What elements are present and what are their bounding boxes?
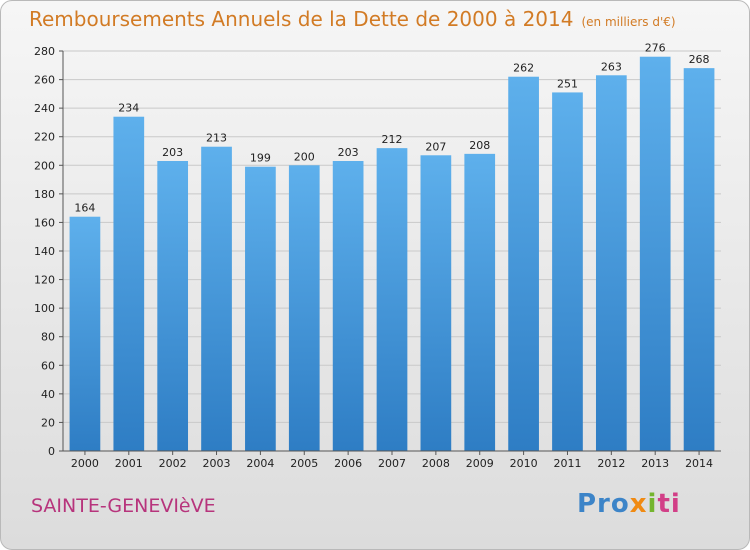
y-tick-label: 40 [41, 388, 55, 401]
y-tick-label: 200 [34, 159, 55, 172]
bar-2012 [595, 75, 627, 452]
y-tick-label: 120 [34, 274, 55, 287]
y-tick-label: 60 [41, 359, 55, 372]
x-tick-label-2013: 2013 [641, 457, 669, 470]
x-tick-label-2000: 2000 [71, 457, 99, 470]
data-label-2011: 251 [557, 77, 578, 90]
x-tick-label-2004: 2004 [246, 457, 274, 470]
x-tick-label-2001: 2001 [115, 457, 143, 470]
bar-2010 [508, 76, 539, 451]
data-label-2014: 268 [689, 53, 710, 66]
x-tick-label-2003: 2003 [203, 457, 231, 470]
data-label-2007: 212 [382, 133, 403, 146]
x-tick-label-2008: 2008 [422, 457, 450, 470]
bar-2005 [288, 165, 320, 452]
chart-title-text: Remboursements Annuels de la Dette de 20… [29, 7, 574, 31]
y-tick-label: 100 [34, 302, 55, 315]
y-tick-label: 220 [34, 131, 55, 144]
logo-part-1: Pro [577, 489, 630, 519]
data-label-2013: 276 [645, 42, 666, 55]
y-tick-label: 80 [41, 331, 55, 344]
bar-2013 [639, 56, 671, 451]
bar-2001 [113, 116, 145, 451]
bar-2009 [464, 153, 496, 451]
data-label-2009: 208 [469, 139, 490, 152]
data-label-2005: 200 [294, 150, 315, 163]
unit-note: (en milliers d'€) [581, 15, 676, 29]
bar-2011 [552, 92, 583, 451]
logo-part-2: x [629, 489, 648, 519]
data-label-2010: 262 [513, 62, 534, 75]
data-label-2006: 203 [338, 146, 359, 159]
y-tick-label: 180 [34, 188, 55, 201]
x-tick-label-2010: 2010 [510, 457, 538, 470]
y-tick-label: 140 [34, 245, 55, 258]
x-tick-label-2009: 2009 [466, 457, 494, 470]
y-tick-label: 160 [34, 216, 55, 229]
x-tick-label-2002: 2002 [159, 457, 187, 470]
x-tick-label-2012: 2012 [597, 457, 625, 470]
x-tick-label-2007: 2007 [378, 457, 406, 470]
y-tick-label: 240 [34, 102, 55, 115]
axes: 0 20 40 60 80 100 120 140 160 180 200 220 240 260 280 2… [34, 45, 721, 470]
x-tick-label-2014: 2014 [685, 457, 713, 470]
bar-2008 [420, 155, 452, 452]
x-tick-label-2006: 2006 [334, 457, 362, 470]
proxiti-logo: Proxiti [577, 489, 681, 519]
data-label-2012: 263 [601, 60, 622, 73]
logo-part-3: i [647, 489, 658, 519]
chart-title: Remboursements Annuels de la Dette de 20… [29, 7, 676, 31]
bar-2014 [683, 68, 715, 452]
bar-2004 [245, 166, 276, 451]
y-tick-label: 260 [34, 74, 55, 87]
x-tick-label-2005: 2005 [290, 457, 318, 470]
data-label-2004: 199 [250, 152, 271, 165]
bar-2002 [157, 161, 189, 451]
y-tick-label: 20 [41, 416, 55, 429]
bars: 164 234 203 213 199 200 203 212 207 208 262 251 263 2… [69, 42, 715, 452]
data-label-2008: 207 [425, 140, 446, 153]
place-name: SAINTE-GENEVIèVE [31, 495, 216, 517]
bar-2006 [332, 161, 364, 451]
data-label-2000: 164 [74, 202, 95, 215]
data-label-2002: 203 [162, 146, 183, 159]
bar-2007 [376, 148, 408, 451]
y-tick-label: 280 [34, 45, 55, 58]
logo-part-4: ti [657, 489, 681, 519]
bar-2003 [201, 146, 232, 451]
y-tick-label: 0 [48, 445, 55, 458]
bar-2000 [69, 216, 101, 451]
x-tick-label-2011: 2011 [553, 457, 581, 470]
data-label-2003: 213 [206, 132, 227, 145]
data-label-2001: 234 [118, 102, 139, 115]
